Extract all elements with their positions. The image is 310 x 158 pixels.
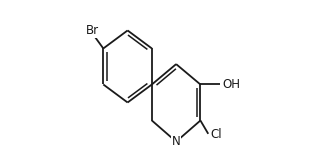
- Text: N: N: [172, 135, 180, 148]
- Text: Br: Br: [86, 24, 99, 37]
- Text: Cl: Cl: [210, 128, 222, 141]
- Text: OH: OH: [222, 78, 240, 91]
